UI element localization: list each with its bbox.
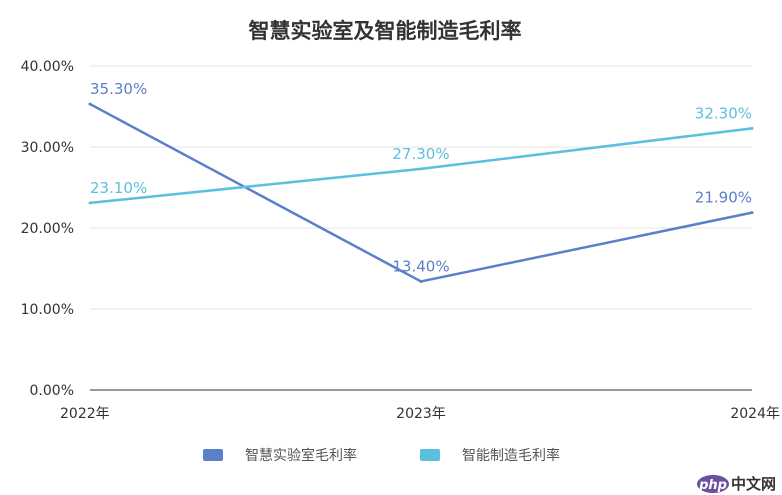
chart-title: 智慧实验室及智能制造毛利率 xyxy=(249,19,522,43)
gridlines xyxy=(90,65,752,310)
series-lines xyxy=(88,102,754,283)
legend-label[interactable]: 智能制造毛利率 xyxy=(462,447,560,464)
data-label: 13.40% xyxy=(392,257,449,275)
y-tick-label: 10.00% xyxy=(21,302,74,318)
axes: 0.00% 10.00% 20.00% 30.00% 40.00% 2022年 2023年 2… xyxy=(21,59,780,422)
y-tick-label: 20.00% xyxy=(21,221,74,237)
data-point[interactable] xyxy=(419,167,423,171)
series-line[interactable] xyxy=(89,127,753,205)
data-point[interactable] xyxy=(419,279,423,283)
x-tick-label: 2023年 xyxy=(396,406,446,422)
legend-swatch[interactable] xyxy=(420,449,440,461)
legend-swatch[interactable] xyxy=(203,449,223,461)
watermark-site-text: 中文网 xyxy=(731,475,776,493)
data-label: 35.30% xyxy=(90,80,147,98)
data-labels: 35.30% 13.40% 21.90% 23.10% 27.30% 32.30% xyxy=(90,80,752,275)
data-label: 32.30% xyxy=(695,104,752,122)
y-tick-label: 30.00% xyxy=(21,140,74,156)
x-tick-label: 2022年 xyxy=(60,406,110,422)
data-label: 27.30% xyxy=(392,145,449,163)
data-point[interactable] xyxy=(88,102,92,106)
watermark-logo-badge xyxy=(697,475,729,493)
x-tick-label: 2024年 xyxy=(730,406,780,422)
data-point[interactable] xyxy=(750,211,754,215)
watermark-logo: php 中文网 xyxy=(697,475,776,493)
data-label: 23.10% xyxy=(90,179,147,197)
legend-label[interactable]: 智慧实验室毛利率 xyxy=(245,447,357,464)
legend[interactable]: 智慧实验室毛利率 智能制造毛利率 xyxy=(203,447,560,464)
data-point[interactable] xyxy=(88,201,92,205)
y-tick-label: 40.00% xyxy=(21,59,74,75)
y-tick-label: 0.00% xyxy=(30,383,74,399)
watermark-logo-text: php xyxy=(698,478,727,493)
data-label: 21.90% xyxy=(695,189,752,207)
data-point[interactable] xyxy=(750,126,754,130)
